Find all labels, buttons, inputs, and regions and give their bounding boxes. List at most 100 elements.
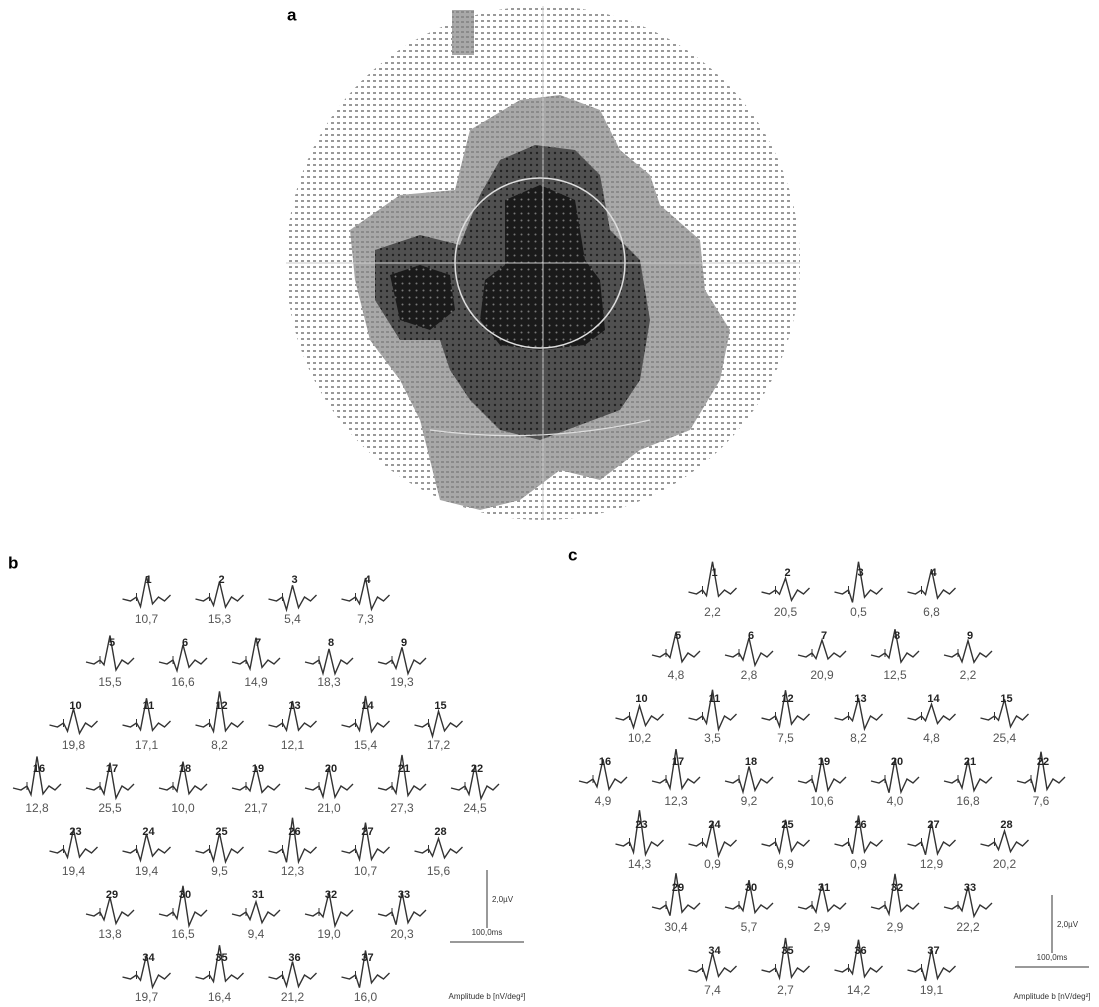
waveform (688, 689, 737, 732)
trace-number: 16 (599, 756, 611, 768)
trace-number: 6 (182, 637, 188, 649)
trace-number: 3 (857, 567, 863, 579)
trace-number: 31 (252, 889, 264, 901)
trace-number: 37 (361, 952, 373, 964)
amplitude-value: 19,3 (390, 675, 414, 689)
waveform (414, 708, 463, 739)
amplitude-value: 19,1 (920, 983, 944, 997)
field-map (286, 6, 800, 520)
trace-number: 28 (434, 826, 446, 838)
waveform (834, 561, 883, 603)
amplitude-value: 30,4 (664, 920, 688, 934)
trace-number: 20 (325, 763, 337, 775)
waveform (231, 899, 281, 925)
amplitude-value: 0,9 (704, 857, 721, 871)
trace-number: 14 (361, 700, 374, 712)
amplitude-value: 9,5 (211, 864, 228, 878)
amplitude-value: 4,9 (595, 794, 612, 808)
amplitude-value: 17,1 (135, 738, 159, 752)
amplitude-value: 5,7 (741, 920, 758, 934)
amplitude-value: 2,2 (704, 605, 721, 619)
waveform (943, 638, 993, 664)
amplitude-value: 0,5 (850, 605, 867, 619)
amplitude-value: 12,3 (281, 864, 305, 878)
waveform (122, 576, 171, 609)
amplitude-value: 25,4 (993, 731, 1017, 745)
waveform (907, 702, 956, 725)
waveform (414, 836, 463, 860)
waveform (49, 828, 98, 860)
trace-number: 15 (1000, 693, 1012, 705)
amplitude-value: 16,6 (171, 675, 195, 689)
amplitude-value: 13,8 (98, 927, 122, 941)
waveform (980, 699, 1029, 729)
waveform (122, 833, 171, 863)
waveform (907, 568, 956, 600)
trace-number: 8 (894, 630, 900, 642)
waveform (85, 762, 135, 801)
scale-time-label: 100,0ms (1037, 953, 1068, 962)
amplitude-value: 4,8 (668, 668, 685, 682)
amplitude-value: 19,7 (135, 990, 159, 1004)
amplitude-value: 12,5 (883, 668, 907, 682)
waveform (304, 892, 354, 929)
waveform (834, 697, 883, 732)
trace-number: 17 (106, 763, 118, 775)
trace-number: 34 (708, 945, 721, 957)
amplitude-value: 6,9 (777, 857, 794, 871)
amplitude-value: 2,9 (814, 920, 831, 934)
waveform (377, 891, 427, 925)
waveform (268, 817, 317, 865)
amplitude-value: 4,0 (887, 794, 904, 808)
trace-number: 5 (109, 637, 115, 649)
waveform (761, 575, 810, 603)
trace-number: 18 (179, 763, 191, 775)
trace-number: 16 (33, 763, 45, 775)
waveform (195, 581, 244, 609)
waveform (834, 939, 883, 979)
waveform (688, 822, 737, 859)
trace-number: 1 (711, 567, 717, 579)
amplitude-value: 2,8 (741, 668, 758, 682)
trace-number: 10 (635, 693, 647, 705)
waveform (85, 635, 135, 672)
trace-number: 21 (398, 763, 410, 775)
amplitude-value: 10,7 (135, 612, 159, 626)
amplitude-value: 20,5 (774, 605, 798, 619)
trace-number: 26 (854, 819, 866, 831)
scale-caption: Amplitude b [nV/deg²] (449, 992, 526, 1001)
amplitude-value: 17,2 (427, 738, 451, 752)
amplitude-value: 14,3 (628, 857, 652, 871)
trace-number: 4 (364, 574, 371, 586)
amplitude-value: 7,6 (1033, 794, 1050, 808)
amplitude-value: 20,2 (993, 857, 1017, 871)
trace-number: 2 (784, 567, 790, 579)
trace-number: 30 (745, 882, 757, 894)
trace-number: 8 (328, 637, 334, 649)
waveform (615, 703, 664, 730)
waveform (870, 873, 920, 917)
waveform (797, 757, 847, 793)
waveform (724, 879, 774, 915)
trace-number: 9 (401, 637, 407, 649)
amplitude-value: 14,9 (244, 675, 268, 689)
waveform (195, 691, 244, 734)
amplitude-value: 12,9 (920, 857, 944, 871)
waveform (195, 945, 244, 984)
waveform (761, 819, 810, 856)
trace-number: 2 (218, 574, 224, 586)
waveform (980, 828, 1029, 854)
waveform (651, 873, 701, 916)
waveform (688, 561, 737, 598)
amplitude-value: 24,5 (463, 801, 487, 815)
trace-number: 4 (930, 567, 937, 579)
waveform (268, 961, 317, 989)
trace-number: 27 (927, 819, 939, 831)
waveform (761, 937, 810, 981)
amplitude-value: 16,0 (354, 990, 378, 1004)
waveform (341, 577, 390, 612)
scale-caption: Amplitude b [nV/deg²] (1014, 992, 1091, 1001)
trace-number: 20 (891, 756, 903, 768)
trace-number: 28 (1000, 819, 1012, 831)
